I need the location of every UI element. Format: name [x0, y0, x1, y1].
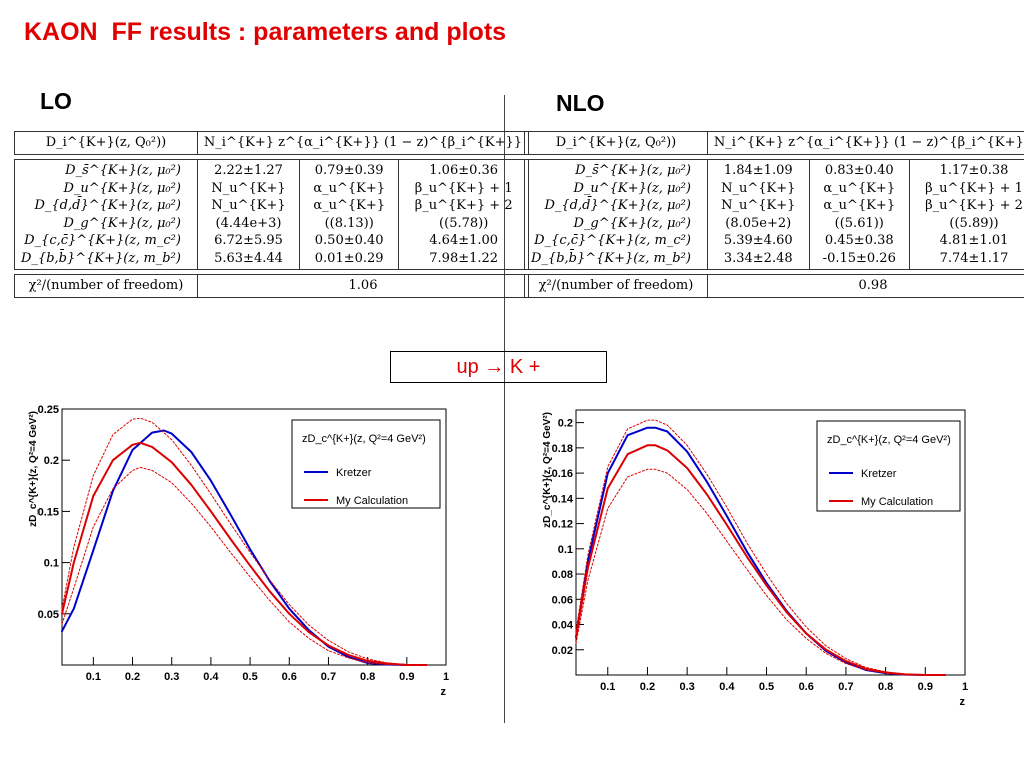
- y-tick-label: 0.06: [552, 594, 573, 606]
- x-tick-label: 0.4: [203, 671, 219, 683]
- legend-entry: My Calculation: [336, 495, 408, 507]
- beta-column: 1.06±0.36 β_u^{K+} + 1 β_u^{K+} + 2 ((5.78…: [398, 159, 530, 270]
- legend-entry: Kretzer: [861, 468, 897, 480]
- legend-box: [816, 420, 961, 512]
- panel-divider: [504, 95, 505, 723]
- x-tick-label: 0.9: [399, 671, 414, 683]
- y-tick-label: 0.1: [44, 558, 59, 570]
- x-tick-label: 0.4: [719, 681, 735, 693]
- lo-chart: 0.1 0.2 0.3 0.4 0.5 0.6 0.7 0.8 0.9 1 0.05 0.1 0.15 0…: [28, 404, 449, 698]
- legend-box: [291, 419, 441, 509]
- x-tick-label: 0.7: [838, 681, 853, 693]
- y-tick-label: 0.1: [558, 544, 573, 556]
- chi2-label: χ²/(number of freedom): [14, 274, 198, 298]
- series-line-my-calculation: [575, 444, 947, 676]
- function-column: D_s̄^{K+}(z, μ₀²) D_u^{K+}(z, μ₀²) D_{d,d̄…: [524, 159, 708, 270]
- y-tick-label: 0.02: [552, 645, 573, 657]
- n-column: 2.22±1.27 N_u^{K+} N_u^{K+} (4.44e+3) 6.72±…: [196, 159, 301, 270]
- chi2-value: 1.06: [196, 274, 530, 298]
- function-column: D_s̄^{K+}(z, μ₀²) D_u^{K+}(z, μ₀²) D_{d,d̄…: [14, 159, 198, 270]
- y-tick-label: 0.18: [552, 443, 573, 455]
- x-tick-label: 0.3: [164, 671, 179, 683]
- page-title: KAON FF results : parameters and plots: [24, 18, 507, 46]
- legend-entry: Kretzer: [336, 467, 372, 479]
- plot-frame: [575, 409, 966, 676]
- y-tick-label: 0.2: [44, 455, 59, 467]
- x-tick-label: 1: [443, 671, 449, 683]
- x-tick-label: 0.2: [125, 671, 140, 683]
- x-tick-label: 0.1: [86, 671, 101, 683]
- x-tick-label: 0.6: [799, 681, 814, 693]
- nlo-label: NLO: [556, 90, 605, 116]
- y-tick-label: 0.25: [38, 404, 59, 416]
- legend-title: zD_c^{K+}(z, Q²=4 GeV²): [827, 434, 951, 446]
- x-tick-label: 0.8: [360, 671, 375, 683]
- x-tick-label: 0.1: [600, 681, 615, 693]
- plot-frame: [61, 408, 447, 666]
- x-tick-label: 0.3: [679, 681, 694, 693]
- x-tick-label: 0.5: [242, 671, 257, 683]
- y-tick-label: 0.16: [552, 468, 573, 480]
- y-tick-label: 0.14: [552, 493, 574, 505]
- series-line-upper-band: [61, 417, 427, 666]
- lo-label: LO: [40, 88, 72, 114]
- y-tick-label: 0.15: [38, 506, 59, 518]
- lo-parameter-table: D_i^{K+}(z, Q₀²)) N_i^{K+} z^{α_i^{K+}} …: [14, 131, 530, 298]
- y-tick-label: 0.08: [552, 569, 573, 581]
- nlo-chart: 0.1 0.2 0.3 0.4 0.5 0.6 0.7 0.8 0.9 1 0.02 0.04 0.06…: [542, 409, 968, 708]
- x-axis-label: z: [960, 696, 966, 708]
- chart-legend: zD_c^{K+}(z, Q²=4 GeV²) Kretzer My Calcula…: [291, 419, 441, 509]
- n-column: 1.84±1.09 N_u^{K+} N_u^{K+} (8.05e+2) 5.39±…: [706, 159, 810, 270]
- table-header-function: D_i^{K+}(z, Q₀²)): [14, 131, 198, 155]
- y-tick-label: 0.04: [552, 620, 574, 632]
- x-tick-label: 1: [962, 681, 968, 693]
- table-header-form: N_i^{K+} z^{α_i^{K+}} (1 − z)^{β_i^{K+}}: [706, 131, 1024, 155]
- beta-column: 1.17±0.38 β_u^{K+} + 1 β_u^{K+} + 2 ((5.89…: [908, 159, 1024, 270]
- x-tick-label: 0.9: [918, 681, 933, 693]
- alpha-column: 0.79±0.39 α_u^{K+} α_u^{K+} ((8.13)) 0.50±0…: [299, 159, 400, 270]
- y-tick-label: 0.05: [38, 609, 59, 621]
- table-header-form: N_i^{K+} z^{α_i^{K+}} (1 − z)^{β_i^{K+}}: [196, 131, 530, 155]
- nlo-parameter-table: D_i^{K+}(z, Q₀²)) N_i^{K+} z^{α_i^{K+}} …: [524, 131, 1024, 298]
- x-tick-label: 0.2: [640, 681, 655, 693]
- chi2-value: 0.98: [706, 274, 1024, 298]
- y-tick-label: 0.2: [558, 418, 573, 430]
- legend-entry: My Calculation: [861, 496, 933, 508]
- y-axis-label: zD_c^{K+}(z, Q²=4 GeV²): [28, 411, 39, 527]
- x-tick-label: 0.7: [321, 671, 336, 683]
- series-line-my-calculation: [61, 441, 428, 666]
- chi2-label: χ²/(number of freedom): [524, 274, 708, 298]
- x-tick-label: 0.8: [878, 681, 893, 693]
- chart-legend: zD_c^{K+}(z, Q²=4 GeV²) Kretzer My Calcula…: [816, 420, 961, 512]
- series-line-upper-band: [575, 419, 946, 676]
- legend-title: zD_c^{K+}(z, Q²=4 GeV²): [302, 433, 426, 445]
- x-tick-label: 0.5: [759, 681, 774, 693]
- process-label-box: up → K +: [390, 351, 607, 383]
- x-axis-label: z: [441, 686, 447, 698]
- alpha-column: 0.83±0.40 α_u^{K+} α_u^{K+} ((5.61)) 0.45±0…: [808, 159, 910, 270]
- y-tick-label: 0.12: [552, 519, 573, 531]
- series-line-lower-band: [575, 468, 946, 676]
- series-line-lower-band: [61, 466, 427, 666]
- table-header-function: D_i^{K+}(z, Q₀²)): [524, 131, 708, 155]
- y-axis-label: zD_c^{K+}(z, Q²=4 GeV²): [542, 412, 553, 528]
- x-tick-label: 0.6: [282, 671, 297, 683]
